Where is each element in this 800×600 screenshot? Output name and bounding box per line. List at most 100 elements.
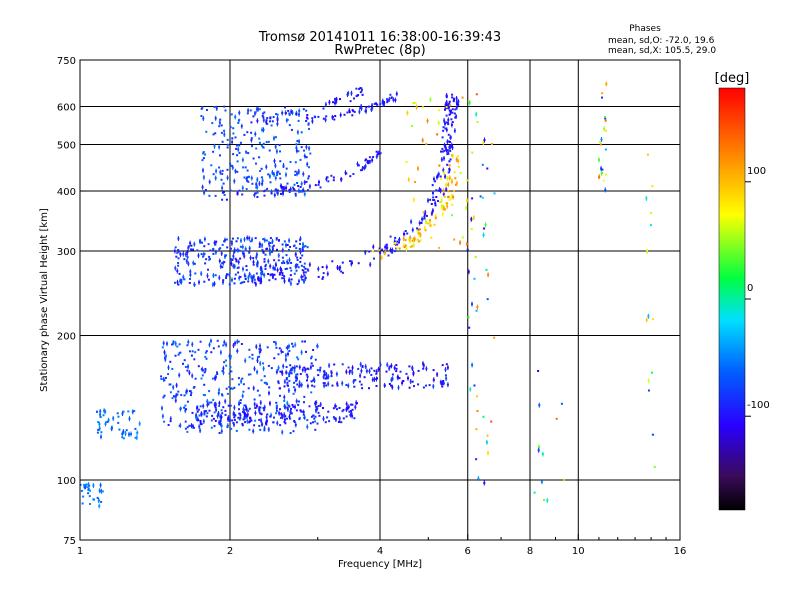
data-point [207,278,210,281]
data-point [232,165,234,171]
data-point [263,409,266,412]
data-point [260,265,262,271]
data-point [445,144,447,150]
data-point [164,376,167,379]
data-point [302,171,304,177]
data-point [259,406,262,409]
data-point [259,282,262,285]
data-point [276,369,278,375]
data-point [351,403,354,406]
data-point [443,118,445,123]
data-point [269,415,272,418]
data-point [248,175,250,178]
data-point [443,149,446,152]
data-point [189,269,191,275]
data-point [128,431,130,437]
data-point [302,367,304,373]
data-point [206,402,208,408]
data-point [223,261,226,264]
data-point [221,140,224,143]
data-point [285,357,287,363]
data-point [331,260,334,263]
data-point [221,414,222,420]
data-point [341,410,344,413]
data-point [370,367,373,370]
data-point [369,262,371,267]
data-point [296,182,299,184]
data-point [363,376,366,379]
data-point [453,190,455,193]
data-point [275,401,278,404]
data-point [175,255,178,258]
data-point [335,417,337,422]
data-point [276,405,278,411]
data-point [447,182,449,188]
data-point [402,380,405,382]
data-point [410,379,412,384]
data-point [431,211,433,217]
data-point [260,413,263,416]
data-point [169,391,172,394]
data-point [430,203,433,205]
data-point [414,181,416,183]
data-point [451,179,453,185]
data-point [215,374,217,380]
data-point [238,249,241,252]
data-point [425,384,427,387]
data-point [291,404,294,406]
data-point [208,401,211,404]
data-point [468,326,471,329]
data-point [388,383,391,385]
data-point [292,345,295,348]
data-point [96,410,98,413]
data-point [601,168,604,171]
data-point [302,245,305,248]
data-point [272,421,275,424]
data-point [560,402,563,405]
data-point [220,131,223,134]
data-point [339,98,341,101]
data-point [118,428,121,431]
data-point [216,339,219,342]
data-point [197,416,199,422]
data-point [201,369,204,372]
data-point [254,131,256,137]
data-point [468,269,470,275]
data-point [384,251,387,254]
data-point [218,432,221,434]
data-point [448,101,450,107]
data-point [279,387,281,390]
data-point [203,418,205,424]
data-point [438,120,440,126]
data-point [199,405,202,408]
data-point [334,115,337,117]
data-point [278,239,280,242]
data-point [235,429,238,432]
data-point [257,260,259,266]
data-point [274,278,277,281]
data-point [650,371,653,374]
data-point [100,431,103,434]
data-point [445,367,446,373]
data-point [201,241,203,244]
data-point [293,183,296,186]
data-point [360,383,363,386]
data-point [200,253,203,256]
data-point [246,176,249,179]
data-point [262,238,265,241]
data-point [388,96,390,102]
data-point [372,377,374,383]
data-point [100,434,102,440]
data-point [433,377,435,383]
data-point [254,192,257,195]
data-point [188,390,191,393]
data-point [471,362,473,368]
data-point [294,368,295,374]
data-point [456,180,458,186]
data-point [230,370,233,373]
data-point [248,348,251,351]
data-point [452,98,455,101]
data-point [213,411,216,414]
data-point [250,137,252,143]
